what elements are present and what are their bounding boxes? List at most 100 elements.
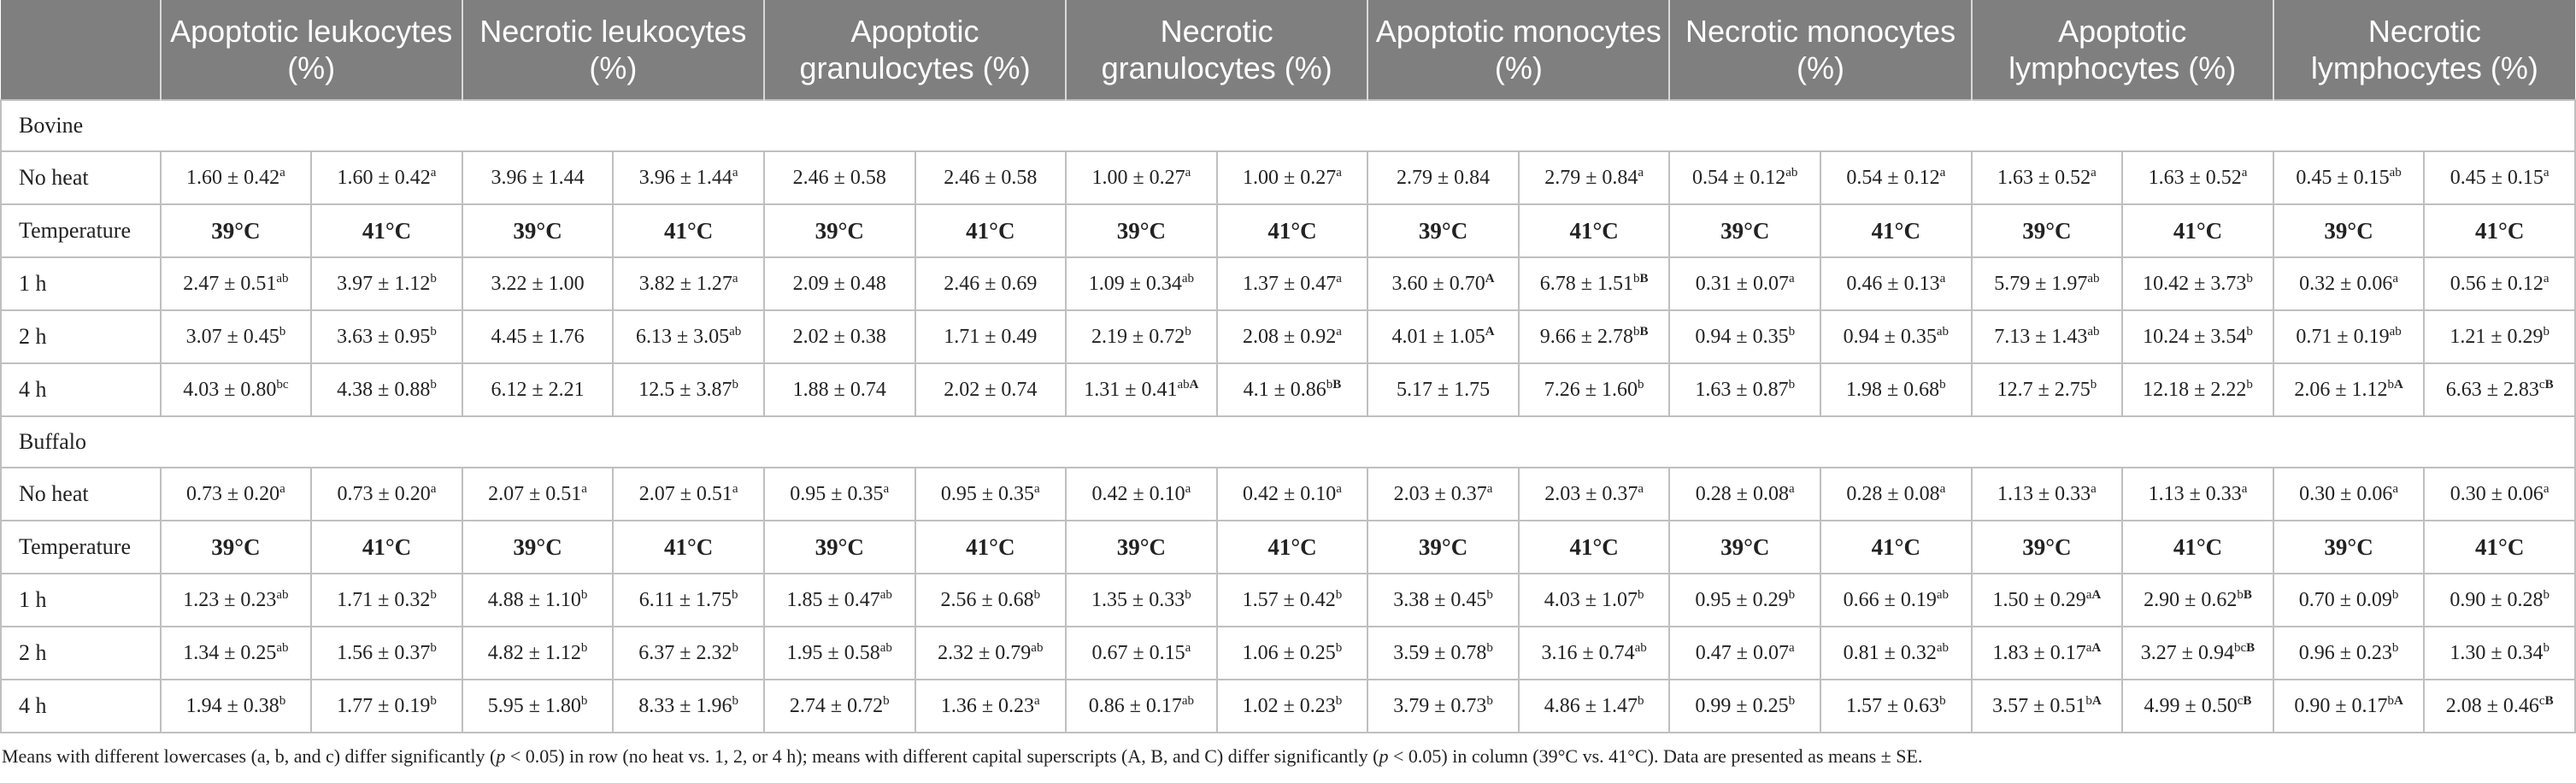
superscript-lowercase: b xyxy=(2543,640,2550,655)
superscript-lowercase: b xyxy=(1632,324,1640,339)
cell-superscript: b xyxy=(2544,588,2550,602)
superscript-capital: A xyxy=(2393,377,2403,392)
cell-superscript: b xyxy=(2246,272,2253,286)
cell-superscript: b xyxy=(1789,694,1796,708)
cell-value: 0.45 ± 0.15 xyxy=(2450,166,2544,189)
value-cell: 5.17 ± 1.75 xyxy=(1367,362,1520,417)
header-necrotic-leukocytes: Necrotic leukocytes (%) xyxy=(461,0,764,100)
superscript-lowercase: c xyxy=(2237,693,2244,708)
superscript-lowercase: a xyxy=(1185,640,1191,655)
value-cell: 4.86 ± 1.47b xyxy=(1517,679,1671,733)
cell-value: 0.42 ± 0.10 xyxy=(1091,482,1185,505)
cell-superscript: cB xyxy=(2539,694,2554,708)
value-cell: 1.71 ± 0.32b xyxy=(310,573,463,627)
cell-value: 1.85 ± 0.47 xyxy=(786,588,880,611)
superscript-lowercase: b xyxy=(2237,587,2244,602)
cell-value: 6.13 ± 3.05 xyxy=(635,325,730,348)
value-cell: 1.13 ± 0.33a xyxy=(1970,467,2124,521)
superscript-lowercase: b xyxy=(2246,324,2253,339)
value-cell: 2.07 ± 0.51a xyxy=(612,467,765,521)
superscript-lowercase: b xyxy=(1788,377,1796,392)
cell-value: 12.5 ± 3.87 xyxy=(638,378,732,401)
cell-superscript: b xyxy=(2544,325,2550,339)
cell-superscript: b xyxy=(1336,694,1343,708)
value-cell: 1.21 ± 0.29b xyxy=(2423,309,2576,364)
cell-value: 3.16 ± 0.74 xyxy=(1541,641,1635,664)
cell-value: 6.37 ± 2.32 xyxy=(638,641,732,664)
cell-superscript: b xyxy=(2246,378,2253,392)
temperature-cell: 41°C xyxy=(612,203,765,258)
superscript-lowercase: bc xyxy=(276,377,289,392)
superscript-capital: A xyxy=(2091,587,2102,602)
superscript-capital: B xyxy=(1332,377,1342,392)
cell-superscript: A xyxy=(1485,325,1495,339)
cell-superscript: b xyxy=(430,694,437,708)
value-cell: 1.63 ± 0.87b xyxy=(1668,362,1822,417)
superscript-lowercase: b xyxy=(1335,640,1343,655)
superscript-lowercase: ab xyxy=(879,640,892,655)
value-cell: 4.03 ± 1.07b xyxy=(1517,573,1671,627)
superscript-lowercase: b xyxy=(580,693,588,708)
cell-value: 4.03 ± 0.80 xyxy=(183,378,277,401)
cell-superscript: a xyxy=(1336,482,1342,496)
value-cell: 3.60 ± 0.70A xyxy=(1367,256,1520,311)
cell-value: 1.63 ± 0.52 xyxy=(1997,166,2091,189)
cell-superscript: ab xyxy=(2087,325,2099,339)
cell-value: 2.08 ± 0.46 xyxy=(2445,694,2539,717)
cell-value: 4.86 ± 1.47 xyxy=(1544,694,1638,717)
cell-superscript: ab xyxy=(276,272,288,286)
value-cell: 2.79 ± 0.84 xyxy=(1367,150,1520,205)
cell-superscript: b xyxy=(1336,641,1343,655)
cell-superscript: ab xyxy=(729,325,741,339)
row-label: No heat xyxy=(0,150,162,205)
temperature-cell: 41°C xyxy=(2423,203,2576,258)
superscript-lowercase: ab xyxy=(1181,693,1195,708)
cell-value: 3.38 ± 0.45 xyxy=(1393,588,1487,611)
header-apoptotic-granulocytes: Apoptotic granulocytes (%) xyxy=(762,0,1067,100)
superscript-capital: B xyxy=(2544,377,2554,392)
value-cell: 0.54 ± 0.12a xyxy=(1820,150,1973,205)
temperature-cell: 41°C xyxy=(1215,203,1369,258)
cell-value: 1.13 ± 0.33 xyxy=(2148,482,2242,505)
superscript-lowercase: ab xyxy=(1181,271,1195,286)
cell-superscript: b xyxy=(581,641,588,655)
superscript-lowercase: b xyxy=(2391,587,2399,602)
cell-superscript: b xyxy=(1939,378,1946,392)
header-apoptotic-monocytes: Apoptotic monocytes (%) xyxy=(1367,0,1670,100)
superscript-lowercase: ab xyxy=(2087,271,2100,286)
superscript-lowercase: b xyxy=(2391,640,2399,655)
value-cell: 1.00 ± 0.27a xyxy=(1065,150,1218,205)
superscript-lowercase: a xyxy=(1336,165,1342,180)
cell-value: 4.82 ± 1.12 xyxy=(487,641,581,664)
temperature-cell: 39°C xyxy=(2272,520,2426,574)
temperature-cell: 39°C xyxy=(1970,203,2124,258)
superscript-lowercase: a xyxy=(2392,481,2398,496)
superscript-lowercase: a xyxy=(732,165,738,180)
temperature-cell: 39°C xyxy=(159,203,313,258)
cell-value: 1.23 ± 0.23 xyxy=(183,588,277,611)
value-cell: 12.5 ± 3.87b xyxy=(612,362,765,417)
temperature-cell: 41°C xyxy=(310,203,463,258)
cell-value: 4.99 ± 0.50 xyxy=(2144,694,2238,717)
cell-value: 1.57 ± 0.42 xyxy=(1242,588,1336,611)
superscript-lowercase: a xyxy=(1638,481,1644,496)
value-cell: 1.60 ± 0.42a xyxy=(310,150,463,205)
footnote-p-italic: p xyxy=(1379,745,1389,767)
superscript-lowercase: ab xyxy=(2389,165,2402,180)
cell-value: 1.71 ± 0.32 xyxy=(337,588,431,611)
cell-value: 0.95 ± 0.35 xyxy=(790,482,884,505)
temperature-cell: 41°C xyxy=(612,520,765,574)
cell-value: 5.95 ± 1.80 xyxy=(487,694,581,717)
superscript-lowercase: c xyxy=(2538,693,2545,708)
cell-superscript: b xyxy=(1185,588,1191,602)
cell-superscript: b xyxy=(2544,641,2550,655)
superscript-lowercase: b xyxy=(580,587,588,602)
value-cell: 0.73 ± 0.20a xyxy=(310,467,463,521)
value-cell: 0.81 ± 0.32ab xyxy=(1820,626,1973,680)
cell-value: 0.90 ± 0.17 xyxy=(2294,694,2388,717)
cell-superscript: bA xyxy=(2085,694,2101,708)
value-cell: 1.50 ± 0.29aA xyxy=(1970,573,2124,627)
cell-value: 0.99 ± 0.25 xyxy=(1695,694,1789,717)
value-cell: 1.56 ± 0.37b xyxy=(310,626,463,680)
cell-value: 0.71 ± 0.19 xyxy=(2296,325,2390,348)
